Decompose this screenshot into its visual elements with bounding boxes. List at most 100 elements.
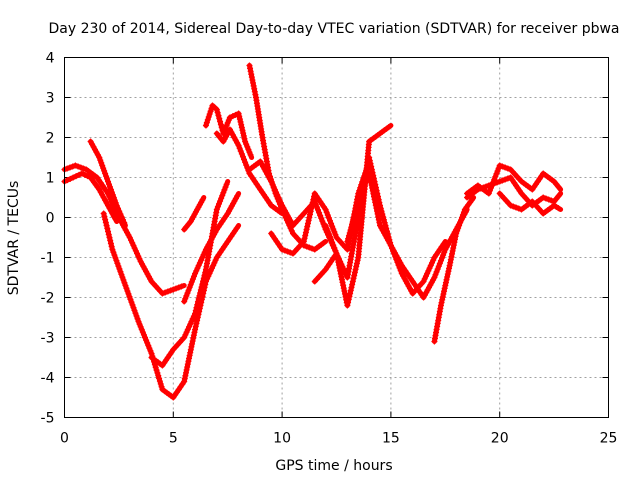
data-point xyxy=(81,171,88,178)
data-point xyxy=(453,230,460,237)
data-point xyxy=(136,255,143,262)
y-tick-label: -4 xyxy=(41,371,55,387)
data-point xyxy=(147,347,154,354)
data-point xyxy=(375,213,382,220)
data-point xyxy=(156,378,163,385)
data-point xyxy=(112,215,119,222)
data-point xyxy=(315,206,322,213)
data-point xyxy=(111,252,118,259)
data-point xyxy=(346,229,353,236)
data-point xyxy=(193,267,200,274)
data-point xyxy=(339,279,346,286)
data-point xyxy=(279,246,286,253)
data-point xyxy=(340,285,347,292)
data-point xyxy=(458,214,465,221)
data-point xyxy=(102,170,109,177)
data-point xyxy=(202,269,209,276)
data-point xyxy=(123,285,130,292)
data-point xyxy=(111,197,118,204)
data-point xyxy=(345,296,352,303)
data-point xyxy=(199,281,206,288)
data-point xyxy=(284,248,291,255)
data-point xyxy=(268,178,275,185)
data-point xyxy=(134,250,141,257)
data-point xyxy=(356,195,363,202)
data-point xyxy=(306,211,313,218)
x-tick-label: 15 xyxy=(382,431,400,447)
data-point xyxy=(302,229,309,236)
data-point xyxy=(308,205,315,212)
data-point xyxy=(194,301,201,308)
data-point xyxy=(182,331,189,338)
data-point xyxy=(351,269,358,276)
data-point xyxy=(114,260,121,267)
data-point xyxy=(118,271,125,278)
data-point xyxy=(183,292,190,299)
data-point xyxy=(362,178,369,185)
chart-title: Day 230 of 2014, Sidereal Day-to-day VTE… xyxy=(48,21,619,37)
data-point xyxy=(185,287,192,294)
data-point xyxy=(367,179,374,186)
data-point xyxy=(208,265,215,272)
data-point xyxy=(108,189,115,196)
data-point xyxy=(97,157,104,164)
data-point xyxy=(107,186,114,193)
data-point xyxy=(236,113,243,120)
data-point xyxy=(324,228,331,235)
data-point xyxy=(328,236,335,243)
data-point xyxy=(189,340,196,347)
data-point xyxy=(427,262,434,269)
data-point xyxy=(140,331,147,338)
data-point xyxy=(351,272,358,279)
data-point xyxy=(439,293,446,300)
x-tick-label: 0 xyxy=(60,431,69,447)
data-point xyxy=(316,209,323,216)
data-point xyxy=(185,358,192,365)
data-point xyxy=(457,219,464,226)
data-point xyxy=(214,203,221,210)
data-point xyxy=(302,232,309,239)
data-point xyxy=(338,273,345,280)
data-point xyxy=(98,159,105,166)
data-point xyxy=(468,196,475,203)
data-point xyxy=(142,334,149,341)
data-point xyxy=(225,117,232,124)
data-point xyxy=(241,135,248,142)
data-point xyxy=(108,243,115,250)
data-point xyxy=(341,288,348,295)
data-point xyxy=(239,153,246,160)
data-point xyxy=(347,287,354,294)
data-point xyxy=(138,326,145,333)
data-point xyxy=(131,245,138,252)
data-point xyxy=(215,112,222,119)
data-point xyxy=(237,118,244,125)
data-point xyxy=(345,235,352,242)
data-point xyxy=(190,313,197,320)
data-point xyxy=(446,265,453,272)
data-point xyxy=(191,329,198,336)
data-point xyxy=(504,165,511,172)
data-point xyxy=(425,267,432,274)
data-point xyxy=(324,212,331,219)
data-point xyxy=(235,142,242,149)
data-point xyxy=(494,168,501,175)
data-point xyxy=(70,174,77,181)
data-point xyxy=(186,284,193,291)
data-point xyxy=(326,233,333,240)
data-point xyxy=(330,242,337,249)
data-point xyxy=(438,299,445,306)
data-point xyxy=(109,191,116,198)
data-point xyxy=(110,194,117,201)
data-point xyxy=(368,182,375,189)
data-point xyxy=(322,206,329,213)
data-point xyxy=(220,189,227,196)
data-point xyxy=(236,116,243,123)
data-point xyxy=(238,150,245,157)
data-point xyxy=(440,252,447,259)
data-point xyxy=(477,185,484,192)
data-point xyxy=(204,116,211,123)
data-point xyxy=(499,177,506,184)
data-point xyxy=(64,177,71,184)
data-point xyxy=(134,315,141,322)
data-point xyxy=(368,166,375,173)
